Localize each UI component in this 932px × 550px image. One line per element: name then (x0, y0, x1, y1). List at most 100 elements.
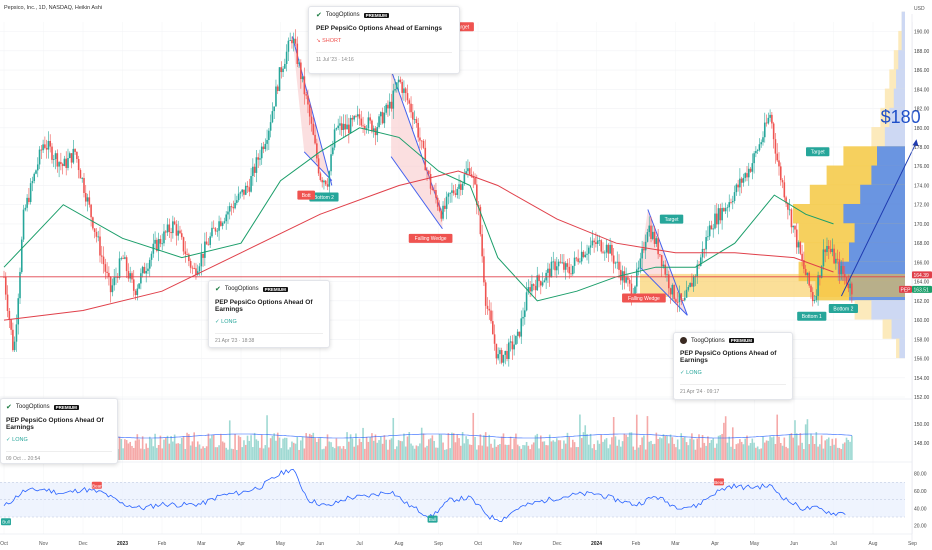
volume-bar (683, 437, 686, 460)
candle-body (824, 249, 827, 253)
volume-bar (774, 443, 777, 460)
volume-bar (273, 433, 275, 460)
time-tick-label: May (750, 541, 760, 547)
volume-bar (358, 438, 361, 460)
volume-bar (611, 437, 613, 460)
idea-card-2[interactable]: ✔ ToogOptions PREMIUM PEP PepsiCo Options … (208, 280, 330, 348)
card-title[interactable]: PEP PepsiCo Options Ahead of Earnings (316, 25, 443, 32)
volume-bar (651, 444, 654, 460)
volume-tick-label: 150.00 (914, 422, 930, 428)
idea-card-3[interactable]: ToogOptions PREMIUM PEP PepsiCo Options A… (673, 332, 793, 400)
time-tick-label: Jun (790, 541, 798, 547)
candle-body (543, 280, 546, 283)
candle-body (513, 344, 515, 350)
volume-bar (511, 449, 514, 460)
volume-bar (556, 438, 558, 460)
profile-row-up (854, 223, 905, 243)
card-title[interactable]: PEP PepsiCo Options Ahead Of Earnings (215, 299, 313, 313)
candle-body (769, 114, 771, 118)
volume-bar (266, 415, 268, 460)
volume-bar (420, 427, 423, 460)
candle-body (257, 157, 259, 160)
volume-bar (342, 446, 345, 460)
candle-body (516, 331, 519, 336)
volume-bar (301, 436, 304, 460)
candle-body (822, 249, 825, 267)
candle-body (134, 290, 137, 296)
volume-bar (815, 432, 818, 460)
volume-bar (476, 449, 478, 460)
price-tag (899, 285, 912, 293)
moving-average-line (3, 127, 834, 302)
candle-body (564, 263, 567, 270)
volume-bar (520, 448, 523, 460)
candle-body (280, 67, 283, 73)
volume-bar (824, 440, 827, 460)
profile-row-up (849, 242, 905, 262)
candle-body (287, 40, 290, 52)
candle-body (826, 245, 828, 253)
volume-bar (790, 433, 793, 460)
volume-bar (275, 440, 277, 460)
candle-body (399, 79, 402, 82)
volume-bar (817, 446, 819, 460)
card-title[interactable]: PEP PepsiCo Options Ahead Of Earnings (6, 417, 104, 431)
volume-bar (262, 448, 265, 460)
candle-body (575, 257, 578, 259)
candle-body (147, 268, 149, 272)
candle-body (596, 240, 599, 245)
volume-bar (820, 435, 823, 460)
candle-body (692, 276, 695, 287)
volume-bar (522, 445, 524, 460)
time-tick-label: Feb (632, 541, 641, 547)
candle-body (605, 244, 608, 253)
volume-bar (237, 435, 240, 460)
idea-card-1[interactable]: ✔ ToogOptions PREMIUM PEP PepsiCo Options … (308, 6, 460, 74)
volume-bar (173, 434, 176, 460)
candle-body (35, 170, 37, 174)
candle-body (310, 116, 313, 124)
volume-bar (415, 445, 418, 460)
candle-body (259, 158, 261, 160)
candle-body (381, 112, 384, 124)
candle-body (467, 168, 469, 172)
time-tick-label: Sep (908, 541, 917, 547)
time-tick-label: May (276, 541, 286, 547)
volume-bar (721, 433, 723, 460)
volume-bar (444, 449, 446, 460)
candle-body (671, 284, 674, 295)
candle-body (579, 261, 581, 263)
candle-body (607, 244, 610, 254)
card-title[interactable]: PEP PepsiCo Options Ahead of Earnings (680, 350, 777, 364)
candle-body (163, 231, 165, 244)
candle-body (269, 122, 272, 131)
candle-body (740, 178, 743, 183)
candle-body (524, 310, 526, 317)
volume-bar (367, 441, 370, 460)
candle-body (710, 225, 713, 230)
candle-body (56, 153, 59, 167)
volume-bar (492, 447, 494, 460)
price-tick-label: 152.00 (914, 395, 930, 401)
time-tick-label: Feb (158, 541, 167, 547)
volume-bar (744, 438, 747, 460)
candle-body (637, 267, 640, 270)
candle-body (580, 251, 583, 262)
annotation-label: Falling Wedge (628, 296, 660, 302)
volume-bar (836, 447, 839, 460)
volume-bar (582, 432, 585, 460)
volume-bar (644, 449, 647, 460)
idea-card-4[interactable]: ✔ ToogOptions PREMIUM PEP PepsiCo Options … (0, 398, 118, 464)
volume-bar (547, 445, 549, 460)
time-tick-label: Aug (395, 541, 404, 547)
candle-body (376, 126, 379, 136)
candle-body (644, 241, 647, 251)
volume-bar (463, 443, 466, 460)
candle-body (225, 214, 227, 222)
volume-bar (310, 435, 313, 460)
volume-bar (426, 445, 428, 460)
volume-bar (627, 436, 629, 460)
candle-body (164, 231, 167, 233)
volume-bar (742, 444, 745, 460)
